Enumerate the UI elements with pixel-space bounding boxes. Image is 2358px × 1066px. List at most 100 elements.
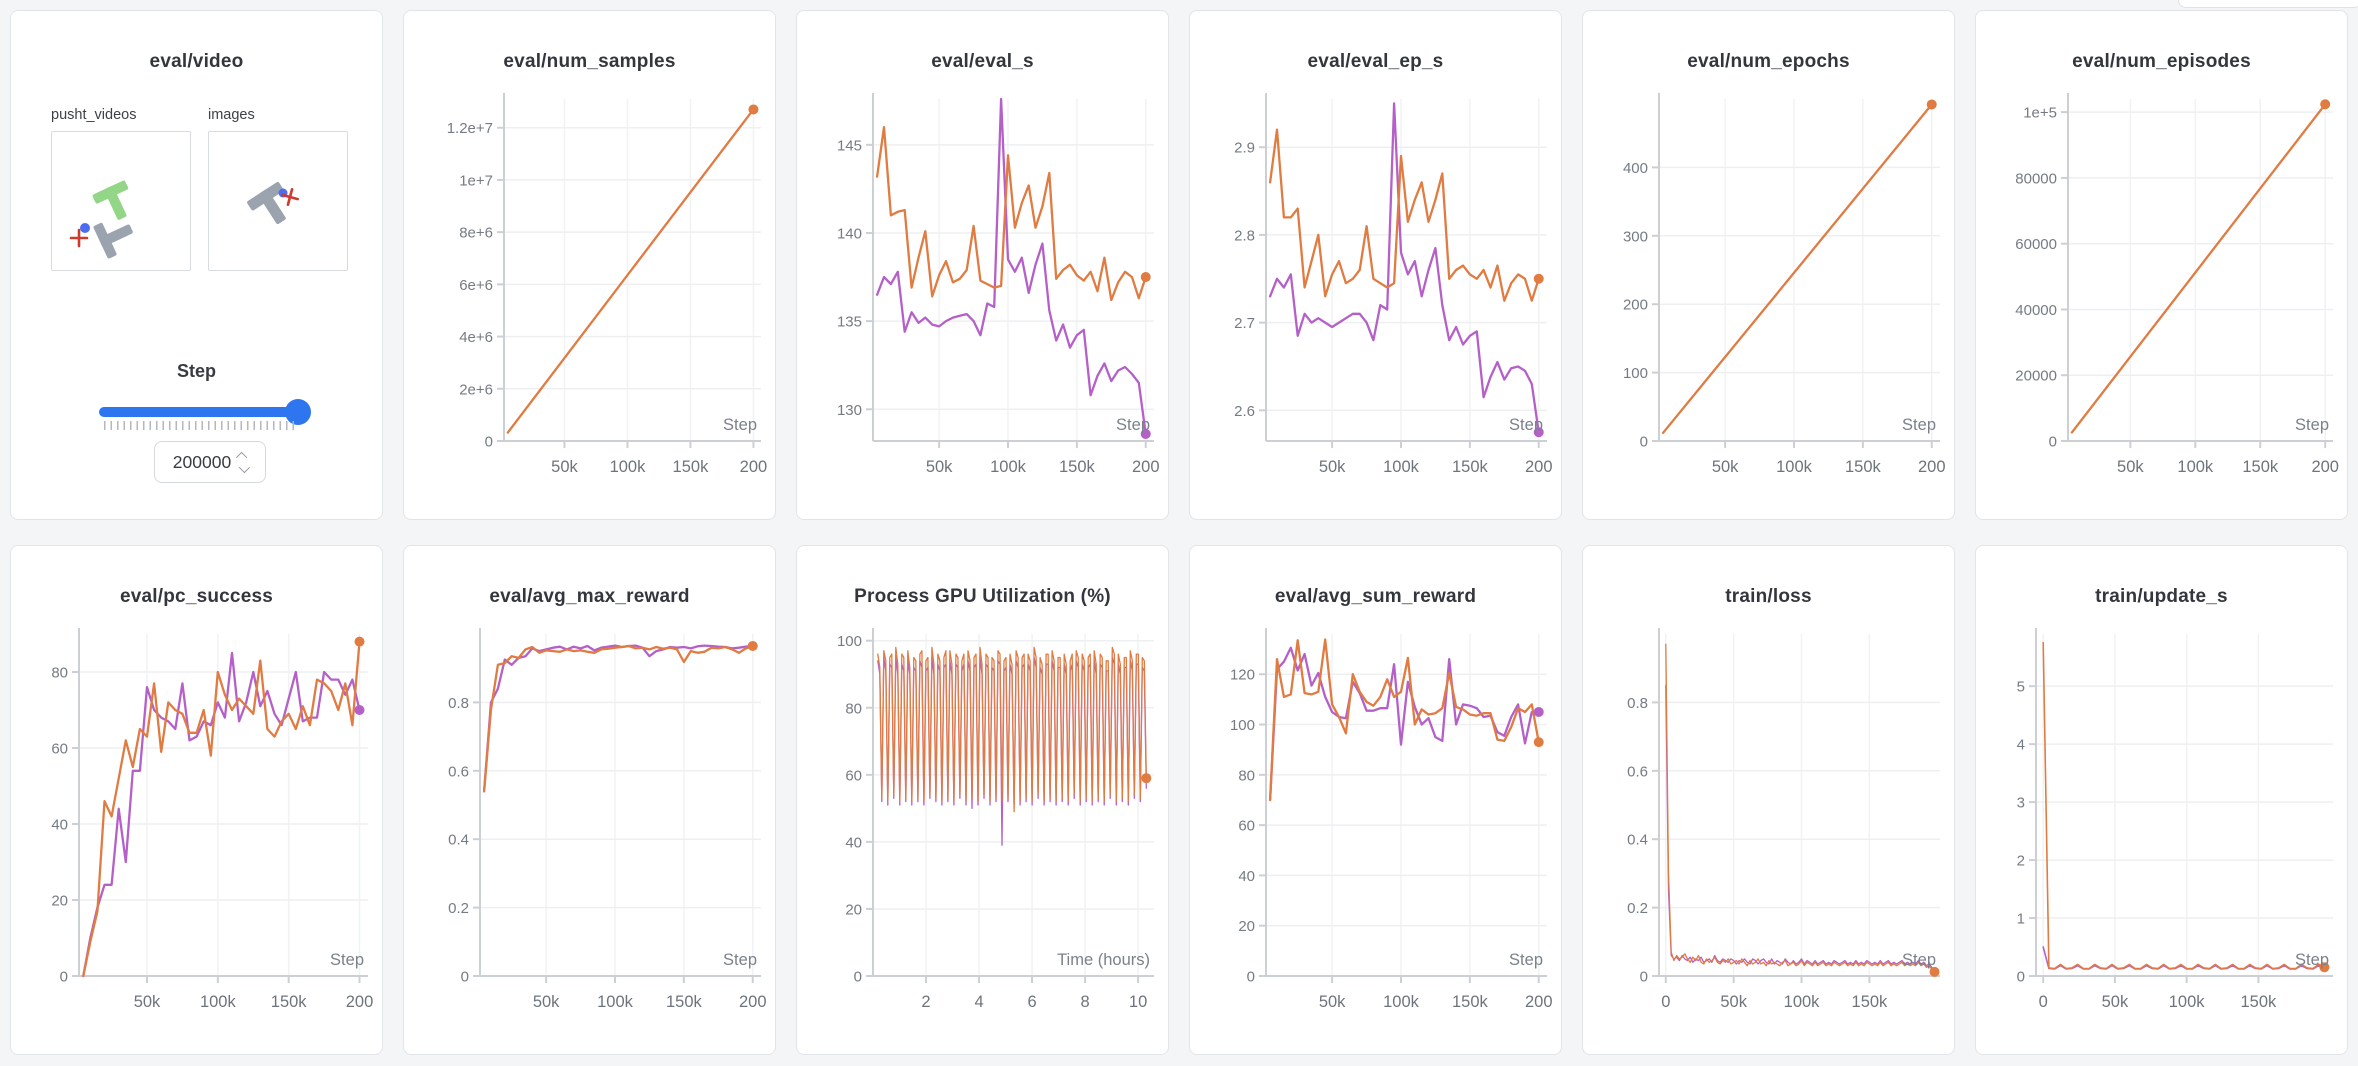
step-slider-thumb[interactable] bbox=[285, 399, 312, 425]
orange-run-line[interactable] bbox=[1268, 128, 1540, 302]
chart-title: eval/avg_max_reward bbox=[489, 586, 690, 607]
pusht-video-thumbnail[interactable] bbox=[51, 131, 191, 271]
panel-eval-num_epochs[interactable]: eval/num_epochs 0 100 200 300 400 50k 100k 150k 2… bbox=[1582, 10, 1955, 520]
series-lines[interactable] bbox=[1661, 103, 1933, 434]
svg-text:200: 200 bbox=[1918, 458, 1946, 476]
svg-text:60: 60 bbox=[1238, 818, 1255, 835]
panel-eval-avg_sum_reward[interactable]: eval/avg_sum_reward 0 20 40 60 80 100 120 50k 100… bbox=[1189, 545, 1562, 1055]
orange-run-line[interactable] bbox=[875, 126, 1147, 302]
panel-eval-pc_success[interactable]: eval/pc_success 0 20 40 60 80 50k 100k 150k 200 St… bbox=[10, 545, 383, 1055]
svg-text:0.4: 0.4 bbox=[448, 832, 469, 849]
x-axis-label: Step bbox=[2295, 951, 2329, 969]
svg-text:0.2: 0.2 bbox=[448, 900, 469, 917]
svg-text:2e+6: 2e+6 bbox=[459, 381, 493, 398]
purple-run-line[interactable] bbox=[482, 644, 754, 793]
endpoint-dots bbox=[1533, 273, 1544, 438]
series-lines[interactable] bbox=[506, 108, 755, 434]
series-lines[interactable] bbox=[2042, 641, 2326, 970]
svg-text:200: 200 bbox=[346, 993, 374, 1011]
svg-text:1.2e+7: 1.2e+7 bbox=[447, 120, 493, 137]
svg-text:0: 0 bbox=[1661, 993, 1670, 1011]
svg-text:1e+5: 1e+5 bbox=[2023, 105, 2057, 122]
green-t-block bbox=[92, 180, 129, 220]
x-axis-label: Step bbox=[1509, 951, 1543, 969]
orange-run-line[interactable] bbox=[877, 646, 1147, 813]
process-gpu-utilization-chart-canvas[interactable]: 0 20 40 60 80 100 2 4 6 8 10 Time (hours) bbox=[797, 608, 1169, 1055]
panel-eval-eval_s[interactable]: eval/eval_s 130 135 140 145 50k 100k 150k 200 Ste… bbox=[796, 10, 1169, 520]
thumbnail-caption-images: images bbox=[208, 107, 255, 123]
series-lines[interactable] bbox=[877, 646, 1147, 846]
svg-text:200: 200 bbox=[739, 993, 767, 1011]
purple-run-line[interactable] bbox=[1665, 684, 1936, 972]
series-lines[interactable] bbox=[482, 644, 754, 793]
step-slider-track[interactable] bbox=[99, 407, 303, 417]
x-axis-label: Step bbox=[1116, 416, 1150, 434]
orange-run-line[interactable] bbox=[482, 644, 754, 793]
images-thumbnail[interactable] bbox=[208, 131, 348, 271]
purple-run-line[interactable] bbox=[1268, 102, 1540, 434]
svg-text:0.8: 0.8 bbox=[448, 695, 469, 712]
eval-eval_ep_s-chart-canvas[interactable]: 2.6 2.7 2.8 2.9 50k 100k 150k 200 Step bbox=[1190, 73, 1562, 520]
panel-eval-num_samples[interactable]: eval/num_samples 0 2e+6 4e+6 6e+6 8e+6 1e+7 1.2… bbox=[403, 10, 776, 520]
svg-text:50k: 50k bbox=[1712, 458, 1739, 476]
axes bbox=[2029, 628, 2333, 983]
step-number-input[interactable]: 200000 bbox=[154, 441, 266, 483]
series-lines[interactable] bbox=[82, 640, 361, 978]
eval-pc_success-chart-canvas[interactable]: 0 20 40 60 80 50k 100k 150k 200 Step bbox=[11, 608, 383, 1055]
horizontal-gridlines bbox=[1266, 673, 1547, 927]
step-value: 200000 bbox=[172, 451, 232, 472]
purple-run-line[interactable] bbox=[82, 651, 361, 978]
eval-num_samples-chart-canvas[interactable]: 0 2e+6 4e+6 6e+6 8e+6 1e+7 1.2e+7 50k 100k 150k 20… bbox=[404, 73, 776, 520]
panel-process-gpu-utilization[interactable]: Process GPU Utilization (%) 0 20 40 60 80 100 2… bbox=[796, 545, 1169, 1055]
orange-run-line[interactable] bbox=[2042, 641, 2326, 970]
svg-text:100: 100 bbox=[1623, 365, 1648, 382]
orange-run-line[interactable] bbox=[506, 108, 755, 434]
orange-run-line[interactable] bbox=[1661, 103, 1933, 434]
clipped-panel-stub bbox=[2178, 0, 2358, 8]
step-slider[interactable] bbox=[99, 395, 313, 430]
eval-avg_sum_reward-chart-canvas[interactable]: 0 20 40 60 80 100 120 50k 100k 150k 200 Step bbox=[1190, 608, 1562, 1055]
orange-run-line[interactable] bbox=[2070, 103, 2327, 434]
panel-train-loss[interactable]: train/loss 0 0.2 0.4 0.6 0.8 0 50k 100k 150k Step bbox=[1582, 545, 1955, 1055]
chart-title: eval/num_epochs bbox=[1687, 51, 1850, 72]
svg-text:120: 120 bbox=[1230, 667, 1255, 684]
eval-eval_s-chart-canvas[interactable]: 130 135 140 145 50k 100k 150k 200 Step bbox=[797, 73, 1169, 520]
panel-train-update_s[interactable]: train/update_s 0 1 2 3 4 5 0 50k 100k 150k Step bbox=[1975, 545, 2348, 1055]
series-lines[interactable] bbox=[1268, 102, 1540, 434]
series-lines[interactable] bbox=[1268, 638, 1540, 802]
spinner-up-icon[interactable] bbox=[236, 451, 248, 463]
svg-text:50k: 50k bbox=[926, 458, 953, 476]
eval-num_epochs-chart-canvas[interactable]: 0 100 200 300 400 50k 100k 150k 200 Step bbox=[1583, 73, 1955, 520]
eval-num_episodes-chart-canvas[interactable]: 0 20000 40000 60000 80000 1e+5 50k 100k 150k 200 S… bbox=[1976, 73, 2348, 520]
series-lines[interactable] bbox=[875, 97, 1147, 436]
images-frame bbox=[247, 181, 300, 225]
orange-run-line[interactable] bbox=[1665, 643, 1936, 973]
panel-eval-eval_ep_s[interactable]: eval/eval_ep_s 2.6 2.7 2.8 2.9 50k 100k 150k 200… bbox=[1189, 10, 1562, 520]
panel-eval-video[interactable]: eval/video pusht_videos images bbox=[10, 10, 383, 520]
axes bbox=[1652, 628, 1940, 983]
svg-text:130: 130 bbox=[837, 402, 862, 419]
series-lines[interactable] bbox=[2070, 103, 2327, 434]
train-update_s-chart-canvas[interactable]: 0 1 2 3 4 5 0 50k 100k 150k Step bbox=[1976, 608, 2348, 1055]
stepper-spinner[interactable] bbox=[236, 451, 251, 473]
panel-eval-avg_max_reward[interactable]: eval/avg_max_reward 0 0.2 0.4 0.6 0.8 50k 100k 1… bbox=[403, 545, 776, 1055]
orange-run-line[interactable] bbox=[82, 640, 361, 978]
eval-avg_max_reward-chart-canvas[interactable]: 0 0.2 0.4 0.6 0.8 50k 100k 150k 200 Step bbox=[404, 608, 776, 1055]
purple-run-line[interactable] bbox=[875, 97, 1147, 436]
horizontal-gridlines bbox=[480, 701, 761, 909]
tick-labels: 0 20 40 60 80 100 2 4 6 8 10 Time (hours) bbox=[837, 633, 1150, 1011]
series-lines[interactable] bbox=[1665, 643, 1936, 973]
orange-run-line[interactable] bbox=[1268, 638, 1540, 802]
vertical-gridlines bbox=[1665, 634, 1871, 976]
tick-labels: 130 135 140 145 50k 100k 150k 200 Step bbox=[837, 137, 1160, 476]
tick-labels: 0 2e+6 4e+6 6e+6 8e+6 1e+7 1.2e+7 50k 100k 150k 20… bbox=[447, 120, 768, 476]
svg-text:40: 40 bbox=[845, 834, 862, 851]
horizontal-gridlines bbox=[1266, 146, 1547, 412]
svg-text:20: 20 bbox=[1238, 918, 1255, 935]
svg-text:0: 0 bbox=[2017, 969, 2025, 986]
x-axis-label: Step bbox=[1902, 416, 1936, 434]
svg-text:100k: 100k bbox=[2177, 458, 2214, 476]
train-loss-chart-canvas[interactable]: 0 0.2 0.4 0.6 0.8 0 50k 100k 150k Step bbox=[1583, 608, 1955, 1055]
endpoint-dots bbox=[748, 104, 759, 115]
panel-eval-num_episodes[interactable]: eval/num_episodes 0 20000 40000 60000 80000 1e… bbox=[1975, 10, 2348, 520]
